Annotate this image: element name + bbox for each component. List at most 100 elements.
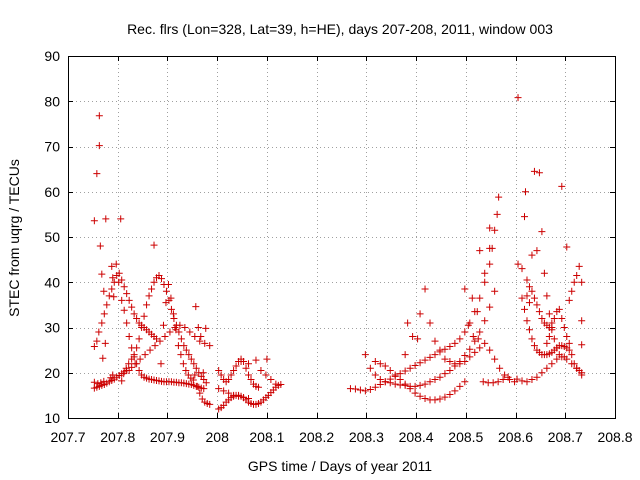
data-point xyxy=(461,352,469,360)
data-point xyxy=(416,392,424,400)
data-point xyxy=(174,342,182,350)
data-point xyxy=(140,312,148,320)
data-point xyxy=(451,387,459,395)
data-point xyxy=(128,363,136,371)
data-point xyxy=(156,337,164,345)
data-point xyxy=(100,310,108,318)
data-point xyxy=(446,343,454,351)
data-point xyxy=(193,382,201,390)
data-point xyxy=(481,278,489,286)
data-point xyxy=(489,379,497,387)
data-point xyxy=(143,301,151,309)
data-point xyxy=(151,342,159,350)
data-point xyxy=(486,303,494,311)
data-point xyxy=(135,366,143,374)
data-point xyxy=(426,378,434,386)
data-point xyxy=(411,389,419,397)
data-point xyxy=(148,285,156,293)
data-point xyxy=(157,360,165,368)
data-point xyxy=(146,346,154,354)
x-axis-label: GPS time / Days of year 2011 xyxy=(248,458,432,474)
data-point xyxy=(110,293,118,301)
data-point xyxy=(476,247,484,255)
data-point xyxy=(486,224,494,232)
data-point xyxy=(431,351,439,359)
data-point xyxy=(202,324,210,332)
data-point xyxy=(548,319,556,327)
data-point xyxy=(215,366,223,374)
data-point xyxy=(426,319,434,327)
data-point xyxy=(197,333,205,341)
data-point xyxy=(550,314,558,322)
data-point xyxy=(471,348,479,356)
grid-layer xyxy=(68,56,615,418)
y-tick-label: 70 xyxy=(44,139,60,155)
data-point xyxy=(486,346,494,354)
data-point xyxy=(93,337,101,345)
data-point xyxy=(476,294,484,302)
y-tick-label: 20 xyxy=(44,365,60,381)
data-point xyxy=(93,170,101,178)
data-point xyxy=(565,339,573,347)
data-point xyxy=(232,362,240,370)
data-point xyxy=(96,242,104,250)
data-point xyxy=(242,364,250,372)
data-point xyxy=(451,339,459,347)
plot-frame xyxy=(68,56,616,419)
data-point xyxy=(421,356,429,364)
data-point xyxy=(386,366,394,374)
data-point xyxy=(431,376,439,384)
data-point xyxy=(162,287,170,295)
data-point xyxy=(494,378,502,386)
data-point xyxy=(533,301,541,309)
data-point xyxy=(133,344,141,352)
data-point xyxy=(351,385,359,393)
x-tick-label: 208.4 xyxy=(399,429,434,445)
data-point xyxy=(474,335,482,343)
data-point xyxy=(545,310,553,318)
y-tick-label: 80 xyxy=(44,93,60,109)
x-tick-label: 208.1 xyxy=(249,429,284,445)
data-point xyxy=(166,328,174,336)
data-point xyxy=(525,326,533,334)
data-point xyxy=(523,292,531,300)
data-point xyxy=(491,226,499,234)
data-point xyxy=(421,380,429,388)
data-point xyxy=(115,278,123,286)
data-point xyxy=(386,379,394,387)
y-tick-label: 30 xyxy=(44,320,60,336)
data-point xyxy=(461,328,469,336)
data-point xyxy=(150,278,158,286)
data-point xyxy=(138,324,146,331)
data-point xyxy=(431,396,439,404)
data-point xyxy=(356,386,364,394)
data-point xyxy=(446,390,454,398)
data-point xyxy=(520,213,528,221)
data-point xyxy=(528,287,536,295)
data-point xyxy=(525,283,533,291)
data-point xyxy=(235,392,243,400)
data-point xyxy=(578,341,586,349)
y-tick-label: 50 xyxy=(44,229,60,245)
data-point xyxy=(145,292,153,300)
data-point xyxy=(117,215,125,223)
x-tick-label: 208.7 xyxy=(548,429,583,445)
data-point xyxy=(90,378,98,386)
data-point xyxy=(533,247,541,255)
data-point xyxy=(162,299,170,307)
y-tick-label: 40 xyxy=(44,274,60,290)
data-point xyxy=(245,395,253,403)
data-point xyxy=(518,294,526,302)
data-point xyxy=(141,351,149,359)
data-point xyxy=(161,333,169,341)
data-point xyxy=(476,344,484,352)
series-receiver-group-4 xyxy=(513,94,586,386)
data-point xyxy=(115,269,123,277)
data-point xyxy=(530,342,538,350)
data-point xyxy=(563,333,571,341)
data-point xyxy=(578,371,586,379)
x-tick-label: 208.3 xyxy=(349,429,384,445)
data-point xyxy=(230,391,238,399)
data-point xyxy=(518,265,526,273)
x-tick-label: 208.2 xyxy=(299,429,334,445)
